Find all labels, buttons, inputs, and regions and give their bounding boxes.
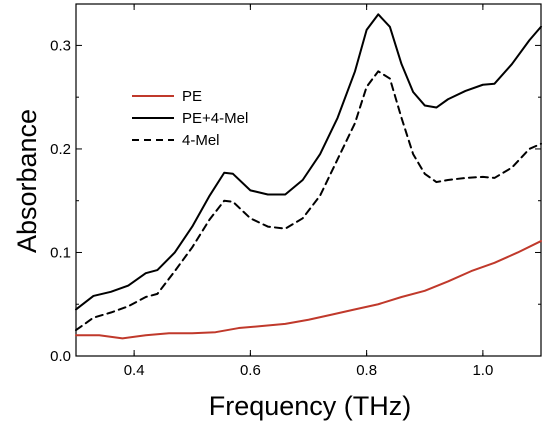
series-line-pe [75, 240, 542, 340]
legend-label-pe: PE [182, 88, 202, 105]
y-tick-label-0-3: 0.3 [50, 37, 71, 54]
y-axis-title: Absorbance [12, 109, 42, 253]
plot-root: 0.4 0.6 0.8 1.0 0.0 0.1 0.2 0.3 [50, 3, 542, 379]
legend: PE PE+4-Mel 4-Mel [132, 88, 248, 149]
y-tick-label-0-2: 0.2 [50, 141, 71, 158]
x-tick-label-0-8: 0.8 [356, 362, 377, 379]
y-tick-label-0-1: 0.1 [50, 244, 71, 261]
legend-label-pe-4-mel: PE+4-Mel [182, 110, 248, 127]
x-tick-label-0-6: 0.6 [240, 362, 261, 379]
x-tick-label-0-4: 0.4 [124, 362, 145, 379]
y-tick-label-0-0: 0.0 [50, 348, 71, 365]
plot-frame [75, 3, 542, 357]
legend-label-4-mel: 4-Mel [182, 132, 220, 149]
series-line-4-mel [75, 70, 542, 332]
series-line-pe-4-mel [75, 13, 542, 311]
x-tick-label-1-0: 1.0 [472, 362, 493, 379]
x-axis-title: Frequency (THz) [209, 391, 412, 421]
